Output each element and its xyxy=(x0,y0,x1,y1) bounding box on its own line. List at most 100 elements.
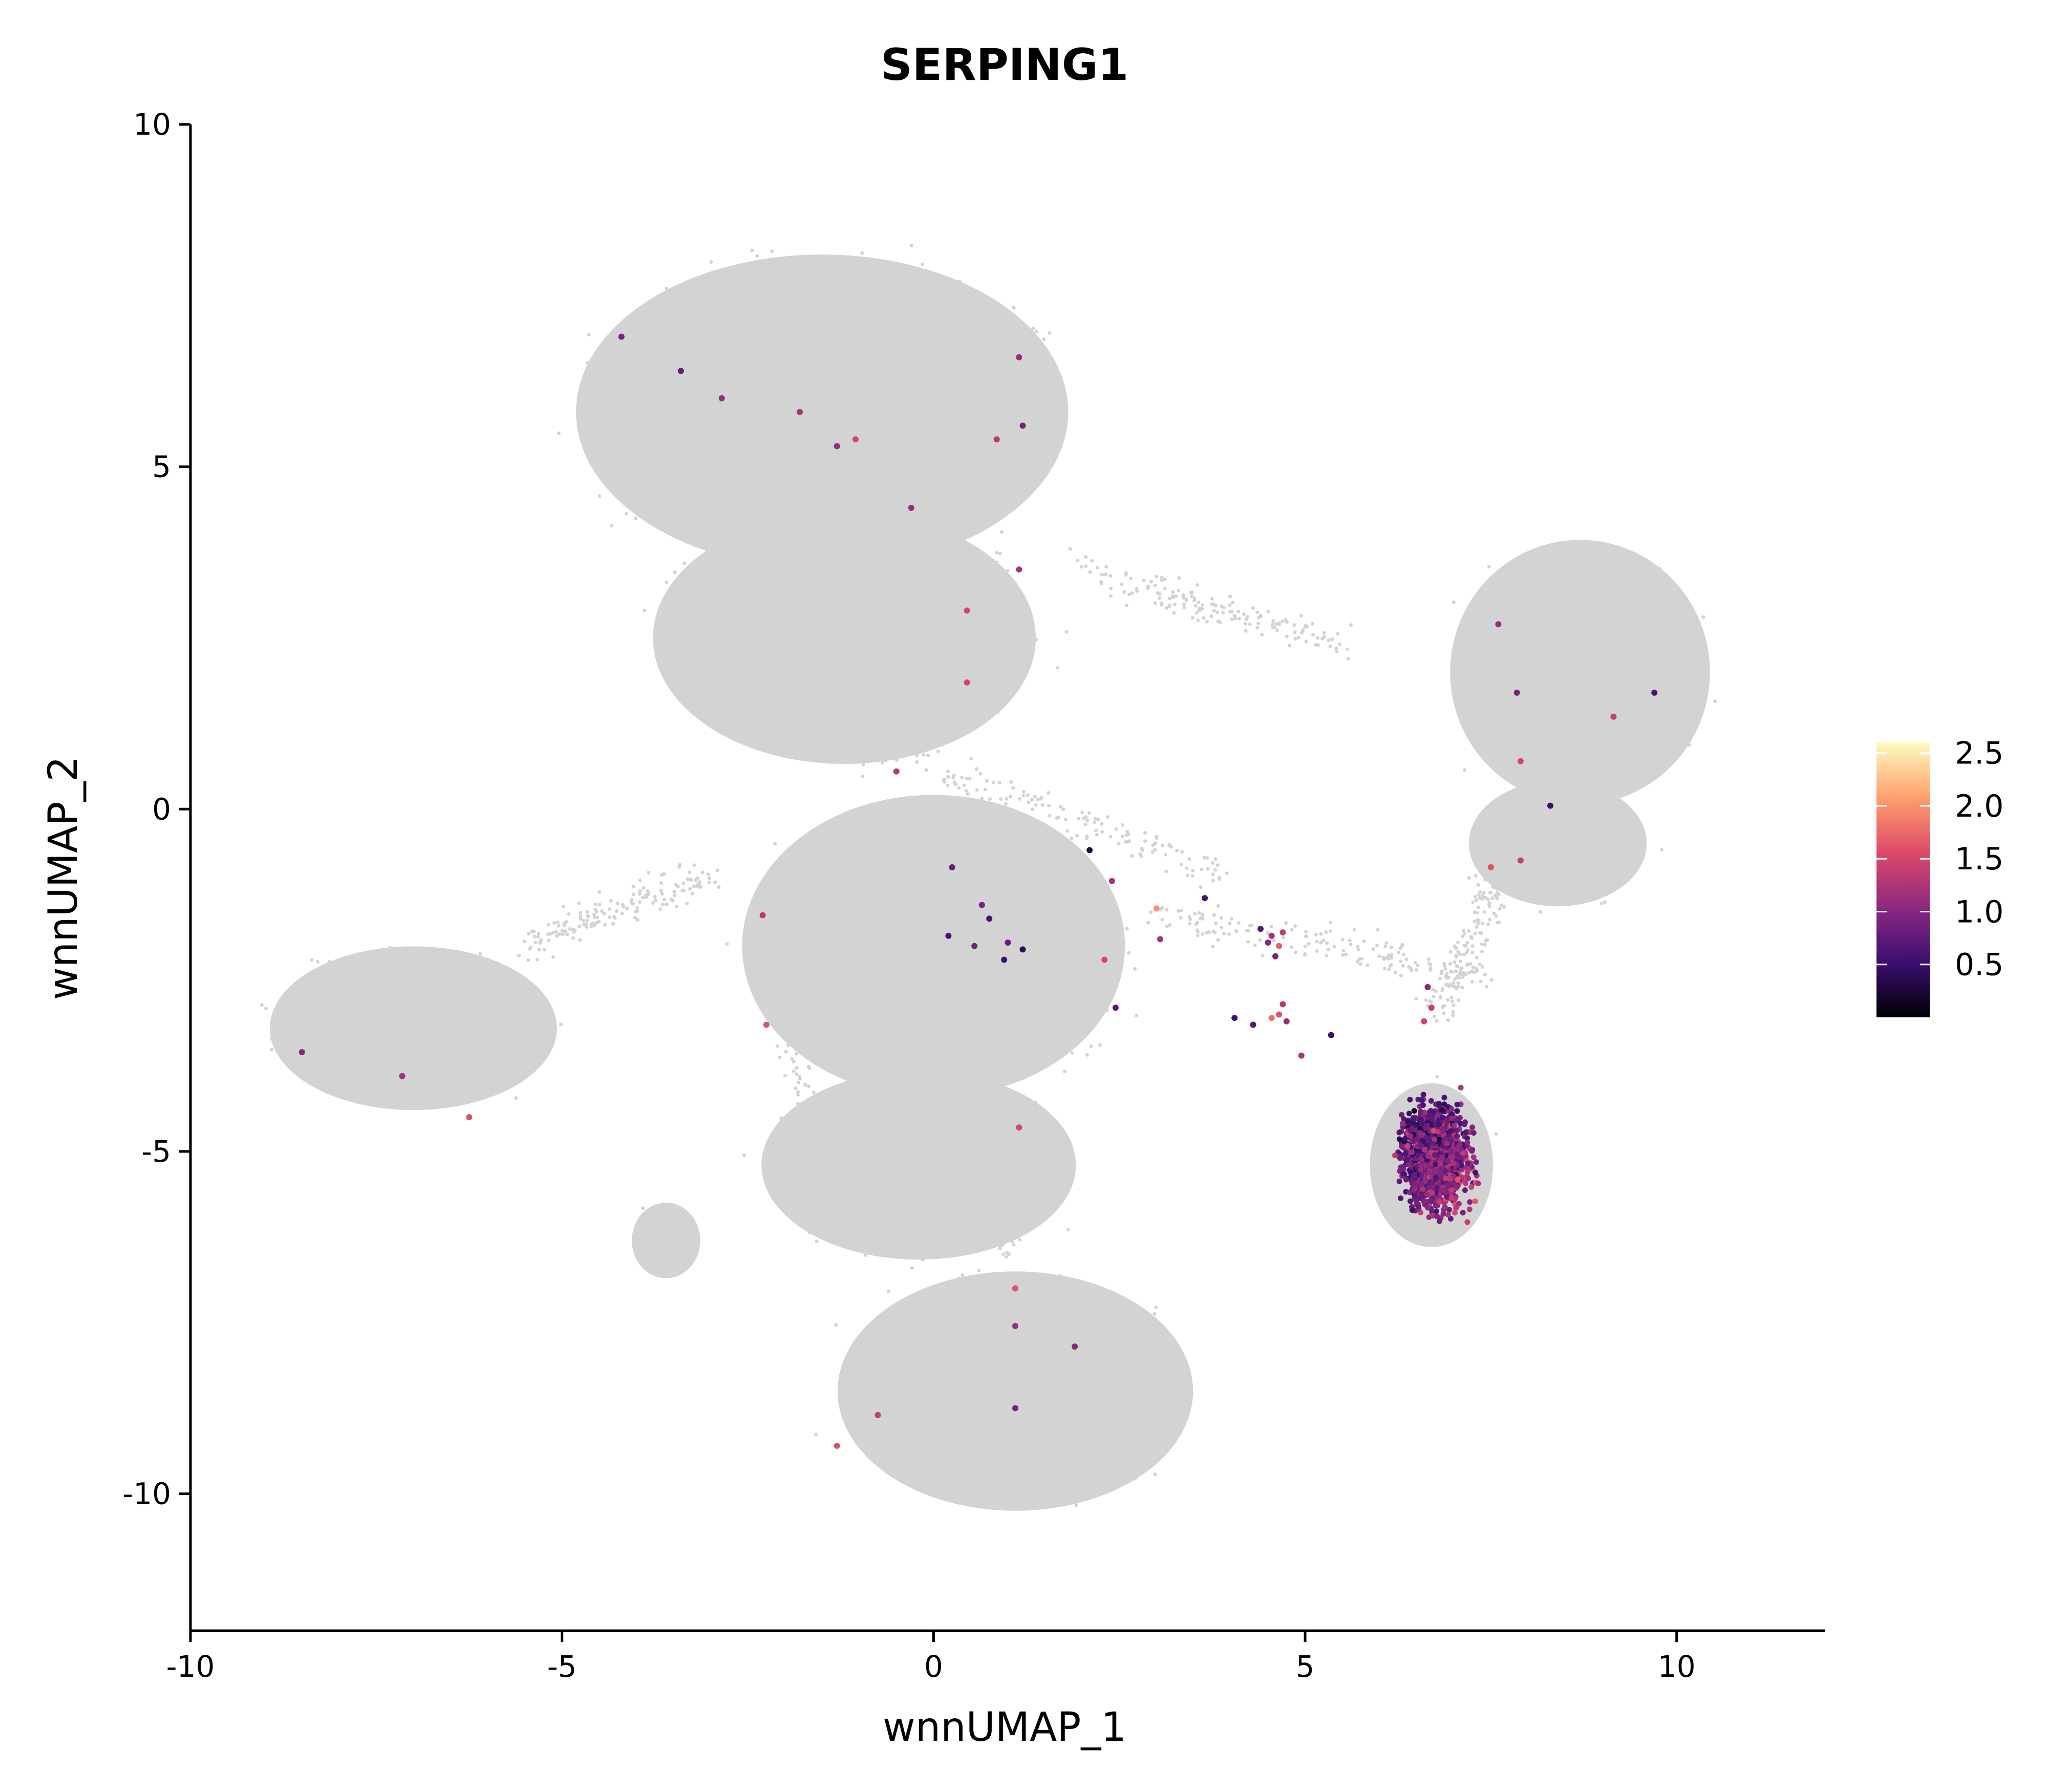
cluster-cell xyxy=(1410,1119,1416,1125)
expressing-cell xyxy=(298,1049,305,1055)
cluster-cell xyxy=(1436,1199,1442,1205)
expressing-cell xyxy=(1517,857,1524,864)
background-blob-core xyxy=(575,254,1069,570)
cluster-cell xyxy=(1418,1117,1424,1123)
cluster-cell xyxy=(1426,1184,1432,1190)
cluster-cell xyxy=(1464,1140,1470,1145)
y-ticks: -10 -5 0 5 10 xyxy=(122,107,190,1511)
cluster-cell xyxy=(1455,1116,1461,1122)
cluster-cell xyxy=(1454,1108,1460,1114)
cluster-cell xyxy=(1452,1210,1458,1215)
expressing-cell xyxy=(1283,1018,1290,1025)
chart-title: SERPING1 xyxy=(881,39,1128,91)
x-tick-label: 5 xyxy=(1296,1649,1315,1684)
cluster-cell xyxy=(1419,1180,1425,1186)
expressing-cell xyxy=(399,1073,406,1079)
cluster-cell xyxy=(1459,1162,1464,1168)
cluster-cell xyxy=(1450,1160,1457,1166)
cluster-cell xyxy=(1455,1176,1461,1182)
cluster-cell xyxy=(1416,1204,1422,1210)
expressing-cell xyxy=(1012,1285,1018,1292)
background-blob-fringe xyxy=(643,504,1069,779)
cluster-cell xyxy=(1443,1140,1449,1146)
expressing-cluster-cells xyxy=(1392,1084,1481,1225)
background-blob-core xyxy=(742,795,1125,1097)
axes: -10 -5 0 5 10 -10 -5 0 5 10 xyxy=(122,107,1825,1684)
expressing-cell xyxy=(466,1114,473,1120)
cluster-cell xyxy=(1407,1127,1413,1134)
cluster-cell xyxy=(1396,1136,1402,1142)
cluster-cell xyxy=(1428,1175,1435,1181)
cluster-cell xyxy=(1457,1142,1463,1148)
y-tick-label: 10 xyxy=(133,107,171,142)
y-tick-label: 5 xyxy=(152,450,171,484)
expressing-cell xyxy=(874,1412,881,1418)
expressing-cell xyxy=(993,436,1000,443)
expressing-cell xyxy=(1547,802,1553,809)
cluster-cell xyxy=(1396,1129,1402,1136)
cluster-cell xyxy=(1442,1204,1448,1210)
background-blob-core xyxy=(632,1202,700,1278)
cluster-cell xyxy=(1458,1084,1464,1091)
expressing-cell xyxy=(1428,1005,1435,1011)
cluster-cell xyxy=(1430,1117,1436,1123)
cluster-cell xyxy=(1418,1166,1424,1172)
background-blob-small-bottom-left xyxy=(632,1202,700,1278)
cluster-cell xyxy=(1401,1116,1407,1122)
cluster-cell xyxy=(1412,1185,1418,1191)
cluster-cell xyxy=(1402,1150,1409,1157)
cluster-cell xyxy=(1421,1146,1427,1153)
expressing-cell xyxy=(1276,1011,1283,1018)
cluster-cell xyxy=(1407,1133,1414,1139)
cluster-cell xyxy=(1418,1156,1424,1162)
cluster-cell xyxy=(1446,1207,1453,1213)
y-tick-label: -10 xyxy=(122,1477,171,1511)
cluster-cell xyxy=(1424,1191,1430,1198)
expressing-cell xyxy=(1279,929,1286,935)
background-blob-bottom xyxy=(814,1269,1193,1511)
cluster-cell xyxy=(1411,1138,1417,1144)
cluster-cell xyxy=(1462,1119,1468,1125)
x-ticks: -10 -5 0 5 10 xyxy=(166,1631,1696,1684)
cluster-cell xyxy=(1464,1135,1470,1141)
expressing-cell xyxy=(1328,1032,1334,1038)
cluster-cell xyxy=(1422,1176,1428,1182)
expressing-cell xyxy=(759,912,766,919)
cluster-cell xyxy=(1444,1194,1450,1200)
expressing-cell xyxy=(1108,878,1115,884)
cluster-cell xyxy=(1467,1199,1473,1205)
cluster-cell xyxy=(1434,1184,1440,1190)
cluster-cell xyxy=(1434,1208,1439,1214)
background-blob-left-arm xyxy=(260,946,563,1111)
expressing-cell xyxy=(1019,422,1026,429)
cluster-cell xyxy=(1454,1133,1460,1139)
background-blob-core xyxy=(653,511,1036,764)
cluster-cell xyxy=(1462,1180,1468,1186)
cluster-cell xyxy=(1405,1157,1411,1163)
cluster-cell xyxy=(1465,1160,1471,1166)
expressing-cell xyxy=(1272,953,1278,959)
cluster-cell xyxy=(1417,1130,1423,1136)
cluster-cell xyxy=(1448,1148,1455,1155)
cluster-cell xyxy=(1468,1184,1475,1190)
cluster-cell xyxy=(1445,1182,1451,1188)
cluster-cell xyxy=(1435,1128,1441,1135)
cluster-cell xyxy=(1469,1124,1476,1130)
cluster-cell xyxy=(1396,1178,1402,1184)
expressing-cell xyxy=(1112,1005,1119,1011)
cluster-cell xyxy=(1444,1119,1450,1125)
expressing-cell xyxy=(1517,758,1524,764)
cluster-cell xyxy=(1447,1176,1454,1182)
colorbar-tick-label: 2.0 xyxy=(1955,788,2003,824)
cluster-cell xyxy=(1475,1180,1481,1186)
expressing-cell xyxy=(1019,946,1026,953)
cluster-cell xyxy=(1403,1177,1409,1183)
cluster-cell xyxy=(1404,1143,1411,1149)
expressing-cell xyxy=(1513,689,1520,696)
expressing-cell xyxy=(964,679,970,686)
colorbar-tick-label: 2.5 xyxy=(1955,736,2003,772)
cluster-cell xyxy=(1402,1136,1408,1142)
background-blob-fringe xyxy=(557,244,1065,592)
cluster-cell xyxy=(1436,1194,1442,1201)
cluster-cell xyxy=(1441,1095,1447,1101)
